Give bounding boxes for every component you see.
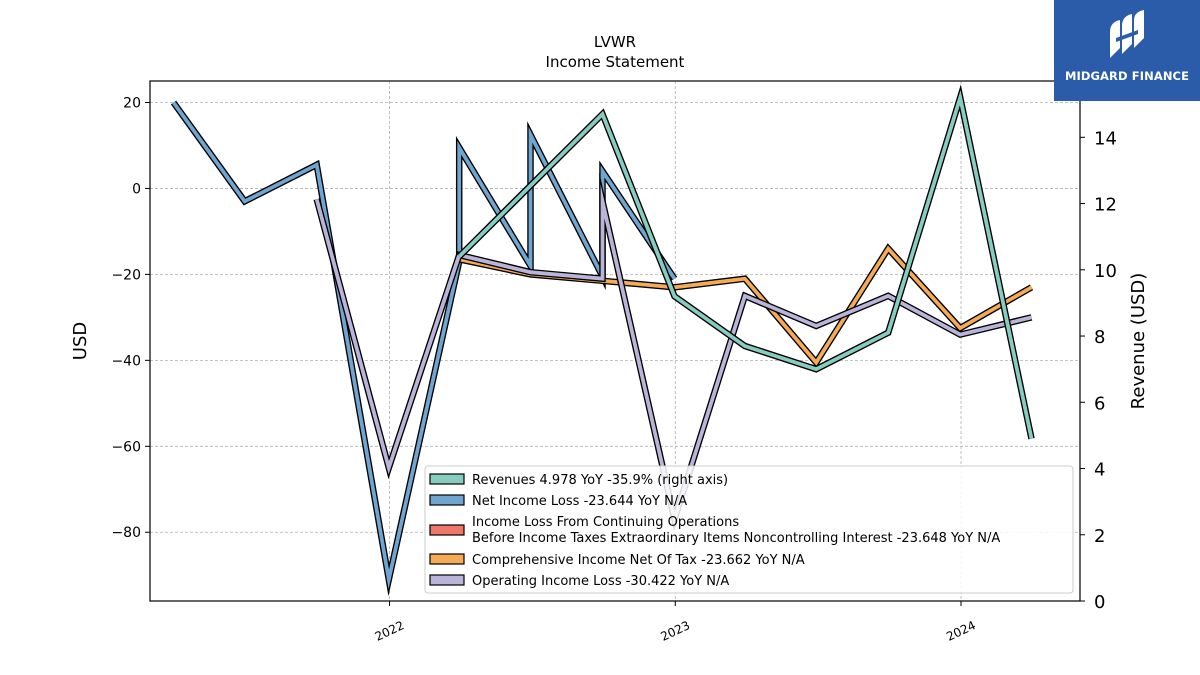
- legend-label: Revenues 4.978 YoY -35.9% (right axis): [472, 473, 728, 488]
- y-right-tick-label: 14: [1094, 128, 1117, 149]
- y-right-tick-label: 12: [1094, 195, 1117, 216]
- y-right-tick-label: 0: [1094, 592, 1105, 613]
- y-right-tick-label: 6: [1094, 393, 1105, 414]
- y-axis-label: USD: [70, 322, 91, 360]
- brand-name: MIDGARD FINANCE: [1064, 69, 1190, 83]
- legend-label: Net Income Loss -23.644 YoY N/A: [472, 494, 687, 509]
- x-tick-label: 2023: [658, 618, 692, 644]
- series-line-revenues: [457, 89, 1034, 440]
- legend-swatch: [429, 574, 465, 586]
- y-tick-label: −80: [111, 525, 141, 541]
- legend-label: Operating Income Loss -30.422 YoY N/A: [472, 574, 729, 589]
- brand-logo: MIDGARD FINANCE: [1054, 0, 1200, 101]
- legend-label: Income Loss From Continuing Operations: [472, 515, 739, 530]
- chart-subtitle: Income Statement: [546, 53, 685, 71]
- legend-label: Before Income Taxes Extraordinary Items …: [472, 531, 1000, 546]
- plot-frame: [149, 80, 1081, 602]
- y-right-axis-label: Revenue (USD): [1128, 273, 1149, 410]
- y-right-tick-label: 4: [1094, 460, 1105, 481]
- legend-swatch: [429, 473, 465, 485]
- y-tick-label: −40: [111, 353, 141, 369]
- legend-swatch: [429, 494, 465, 506]
- x-tick-label: 2024: [944, 618, 978, 644]
- legend-swatch: [429, 553, 465, 565]
- y-right-tick-label: 10: [1094, 261, 1117, 282]
- y-tick-label: −60: [111, 439, 141, 455]
- y-tick-label: 0: [132, 181, 141, 197]
- legend: Revenues 4.978 YoY -35.9% (right axis) Ne…: [424, 465, 1074, 594]
- y-tick-label: −20: [111, 267, 141, 283]
- legend-swatch: [429, 524, 465, 536]
- y-right-tick-label: 2: [1094, 526, 1105, 547]
- chart-title: LVWR: [594, 33, 636, 51]
- midgard-logo-icon: [1110, 10, 1144, 58]
- legend-box: [424, 465, 1074, 594]
- x-tick-label: 2022: [373, 618, 407, 644]
- legend-label: Comprehensive Income Net Of Tax -23.662 …: [472, 553, 805, 568]
- y-right-tick-label: 8: [1094, 327, 1105, 348]
- y-tick-label: 20: [123, 95, 141, 111]
